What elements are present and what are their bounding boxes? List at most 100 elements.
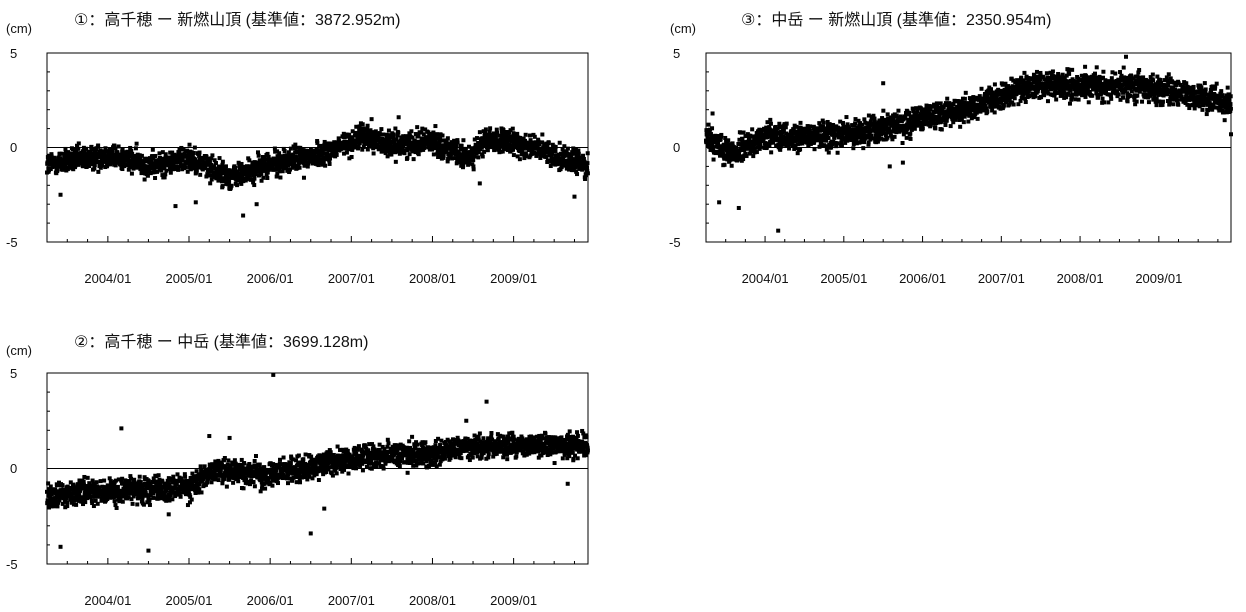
data-point [1013,89,1018,94]
data-point [767,143,772,148]
data-point [1022,70,1027,75]
data-point [387,136,392,141]
data-point [1066,67,1071,72]
data-point [517,157,522,162]
data-point [280,169,285,174]
data-point [1153,99,1158,104]
data-point [881,108,886,113]
data-point [329,141,334,146]
data-point [415,125,420,130]
data-point [959,102,964,107]
data-point [725,142,730,147]
data-point [185,148,190,153]
data-point [277,169,282,174]
data-point [1083,64,1088,69]
data-point [185,169,190,174]
data-point [1124,54,1128,59]
data-point [246,156,251,161]
data-point [756,135,761,140]
data-point [492,148,497,153]
data-point [1021,78,1026,83]
data-point [917,116,922,121]
data-point [336,136,341,141]
data-point [959,117,964,122]
data-point [236,160,241,165]
data-point [250,169,255,174]
data-point [750,127,755,132]
data-point [1155,80,1160,85]
data-point [225,176,230,181]
data-point [825,119,830,124]
data-point [504,132,509,137]
data-point [350,129,355,134]
data-point [836,125,841,130]
data-point [387,133,392,138]
x-tick-label: 2006/01 [247,271,294,286]
data-point [1220,93,1225,98]
data-point [150,147,155,152]
data-point [1135,74,1140,79]
data-point [481,143,486,148]
data-point [173,204,178,209]
data-point [164,168,169,173]
data-point [69,151,74,156]
data-point [440,147,445,152]
data-point [494,127,499,132]
data-point [351,143,356,148]
data-point [972,106,977,111]
data-point [779,124,784,129]
data-point [409,129,414,134]
data-point [1037,81,1042,86]
data-point [438,135,443,140]
data-point [782,135,787,140]
data-point [1191,84,1196,89]
data-point [1211,102,1216,107]
data-point [166,163,171,168]
data-point [377,147,382,152]
data-point [241,213,246,218]
data-point [990,108,995,113]
data-point [368,128,373,133]
data-point [1211,105,1216,110]
data-point [862,140,867,145]
data-point [472,154,477,159]
data-point [894,113,899,118]
data-point [393,150,398,155]
data-point [765,120,770,125]
data-point [527,144,532,149]
data-point [378,132,383,137]
data-point [246,176,251,181]
data-point [983,104,988,109]
data-point [737,137,742,142]
x-tick-label: 2009/01 [1135,271,1182,286]
data-point [961,120,966,125]
data-point [442,138,447,143]
data-point [500,134,505,139]
data-point [487,143,492,148]
data-point [528,138,533,143]
data-point [736,205,741,210]
data-point [756,138,761,143]
data-point [985,93,990,98]
data-point [162,160,167,165]
data-point [906,117,911,122]
data-point [472,137,477,142]
data-point [445,142,450,147]
data-point [155,169,160,174]
data-point [797,131,802,136]
data-point [1069,97,1074,102]
data-point [162,175,167,180]
data-point [778,147,783,152]
data-point [275,157,280,162]
data-point [1046,91,1051,96]
data-point [356,146,361,151]
data-point [819,140,824,145]
data-point [259,178,264,183]
data-point [1079,78,1084,83]
data-point [282,149,287,154]
data-point [710,111,715,116]
data-point [133,146,138,151]
data-point [426,130,431,135]
data-point [1157,99,1162,104]
x-tick-label: 2007/01 [328,271,375,286]
